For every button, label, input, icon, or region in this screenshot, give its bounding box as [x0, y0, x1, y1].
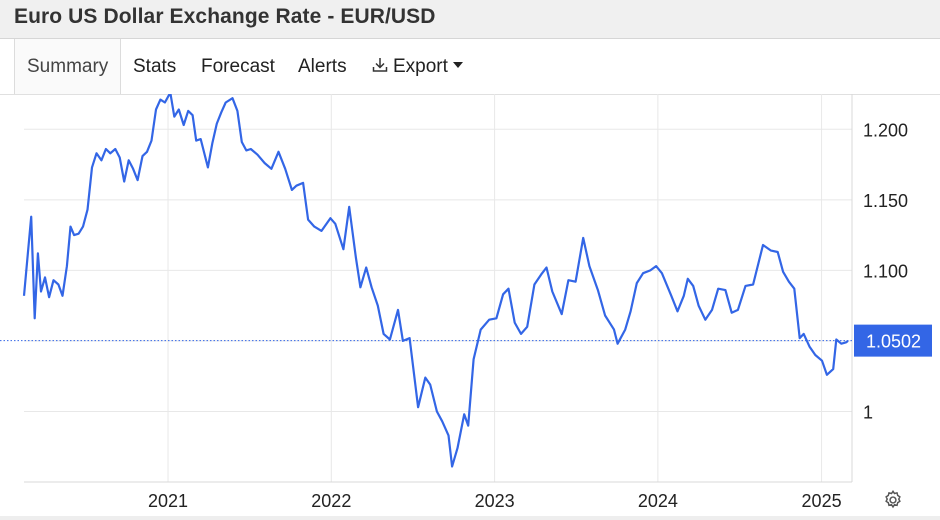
- x-tick-label: 2022: [311, 491, 351, 511]
- page-title: Euro US Dollar Exchange Rate - EUR/USD: [14, 5, 436, 28]
- tab-forecast-label: Forecast: [201, 56, 275, 77]
- chevron-down-icon: [452, 61, 463, 68]
- x-tick-label: 2025: [802, 491, 842, 511]
- x-tick-label: 2021: [148, 491, 188, 511]
- tab-bar: Summary Stats Forecast Alerts Export: [0, 39, 940, 95]
- x-tick-label: 2024: [638, 491, 678, 511]
- tab-forecast[interactable]: Forecast: [201, 39, 275, 94]
- x-tick-label: 2023: [475, 491, 515, 511]
- exchange-rate-chart: 11.0501.1001.1501.2002021202220232024202…: [0, 94, 932, 511]
- gear-icon[interactable]: [882, 489, 904, 511]
- current-value-badge: [854, 324, 932, 357]
- title-bar: Euro US Dollar Exchange Rate - EUR/USD: [0, 0, 940, 39]
- footer-divider: [0, 516, 940, 520]
- tab-stats-label: Stats: [133, 56, 177, 77]
- series-line: [22, 94, 849, 468]
- y-tick-label: 1.150: [863, 191, 908, 211]
- y-tick-label: 1: [863, 402, 873, 422]
- tab-summary-label: Summary: [27, 56, 109, 77]
- export-dropdown[interactable]: Export: [371, 39, 463, 94]
- current-value-label: 1.0502: [866, 332, 921, 352]
- y-tick-label: 1.100: [863, 261, 908, 281]
- tab-alerts[interactable]: Alerts: [298, 39, 347, 94]
- y-tick-label: 1.200: [863, 120, 908, 140]
- tab-alerts-label: Alerts: [298, 56, 347, 77]
- tab-stats[interactable]: Stats: [133, 39, 176, 94]
- chart-area: 11.0501.1001.1501.2002021202220232024202…: [0, 94, 940, 520]
- download-icon: [372, 57, 388, 72]
- tab-summary[interactable]: Summary: [14, 39, 122, 94]
- export-label: Export: [393, 56, 448, 77]
